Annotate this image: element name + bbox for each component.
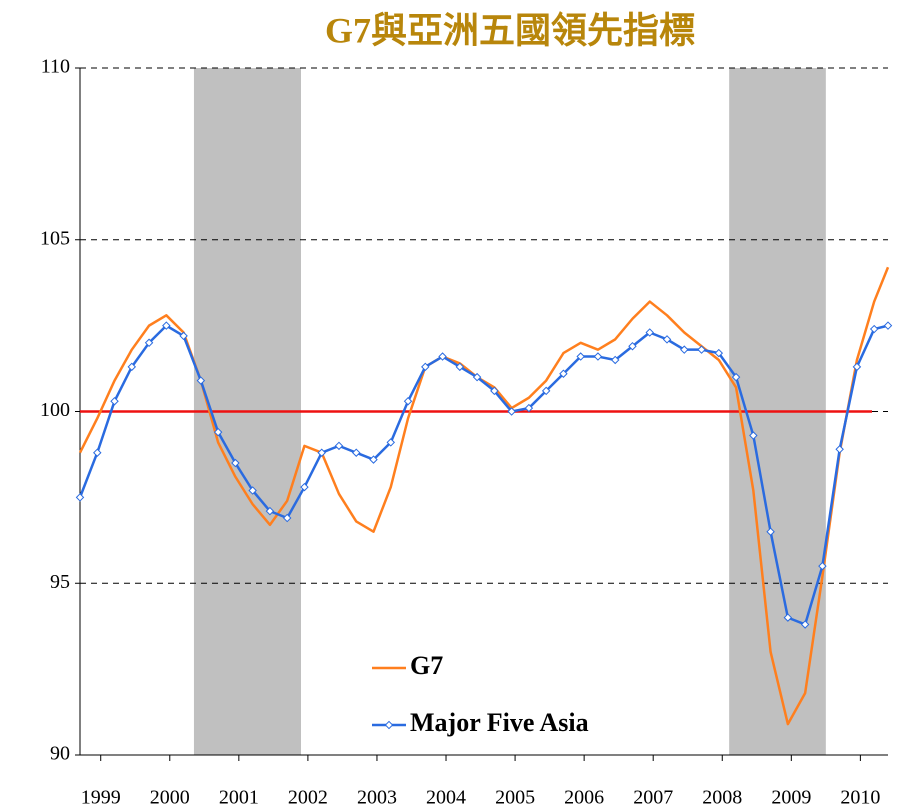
series-marker — [680, 345, 689, 354]
series-marker — [162, 321, 171, 330]
x-tick-label: 2010 — [840, 787, 880, 809]
series-marker — [662, 335, 672, 344]
x-tick-label: 2008 — [702, 787, 742, 809]
x-tick-label: 1999 — [81, 787, 121, 809]
series-marker — [75, 493, 85, 502]
series-marker — [110, 396, 119, 406]
series-marker — [800, 620, 810, 629]
x-tick-label: 2004 — [426, 787, 466, 809]
series-marker — [231, 458, 240, 468]
series-marker — [628, 341, 637, 351]
series-marker — [369, 455, 378, 464]
series-marker — [403, 396, 413, 406]
series-marker — [386, 438, 396, 447]
series-marker — [524, 403, 534, 413]
x-tick-label: 2001 — [219, 787, 259, 809]
series-marker — [351, 448, 361, 457]
series-marker — [869, 324, 879, 334]
legend-marker — [384, 720, 394, 730]
x-tick-label: 2000 — [150, 787, 190, 809]
series-marker — [697, 345, 706, 354]
x-tick-label: 2007 — [633, 787, 673, 809]
series-marker — [507, 407, 516, 416]
series-marker — [645, 328, 654, 337]
series-marker — [749, 431, 758, 440]
series-marker — [593, 352, 603, 361]
x-tick-label: 2003 — [357, 787, 397, 809]
y-tick-label: 95 — [50, 571, 70, 593]
series-marker — [300, 482, 309, 492]
x-tick-label: 2006 — [564, 787, 604, 809]
series-line — [78, 324, 889, 626]
series-marker — [576, 352, 585, 361]
series-marker — [438, 352, 447, 361]
series-marker — [541, 386, 551, 396]
series-marker — [835, 445, 844, 454]
x-tick-label: 2005 — [495, 787, 535, 809]
series-marker — [317, 448, 326, 457]
series-marker — [334, 441, 344, 451]
series-marker — [421, 362, 430, 372]
y-tick-label: 100 — [40, 399, 70, 421]
legend-label: Major Five Asia — [410, 708, 589, 737]
legend-label: G7 — [410, 651, 443, 680]
series-marker — [455, 362, 465, 372]
y-tick-label: 110 — [41, 56, 70, 78]
series-marker — [610, 355, 620, 365]
series-marker — [472, 372, 482, 382]
x-tick-label: 2009 — [771, 787, 811, 809]
series-marker — [213, 427, 223, 437]
series-marker — [559, 369, 568, 378]
series-marker — [282, 513, 292, 523]
series-marker — [852, 362, 862, 372]
series-marker — [248, 486, 257, 495]
series-marker — [265, 506, 275, 516]
series-marker — [144, 338, 154, 348]
series-marker — [731, 372, 741, 382]
y-tick-label: 90 — [50, 743, 70, 765]
series-marker — [127, 362, 137, 372]
series-marker — [783, 613, 793, 622]
series-marker — [766, 527, 775, 536]
x-tick-label: 2002 — [288, 787, 328, 809]
series-marker — [93, 448, 102, 457]
series-marker — [883, 321, 893, 330]
chart-title: G7與亞洲五國領先指標 — [325, 9, 695, 50]
series-marker — [714, 348, 724, 358]
series-marker — [196, 376, 206, 385]
series-marker — [490, 386, 499, 396]
series-marker — [818, 561, 827, 571]
series-marker — [179, 331, 188, 341]
y-tick-label: 105 — [40, 227, 70, 249]
